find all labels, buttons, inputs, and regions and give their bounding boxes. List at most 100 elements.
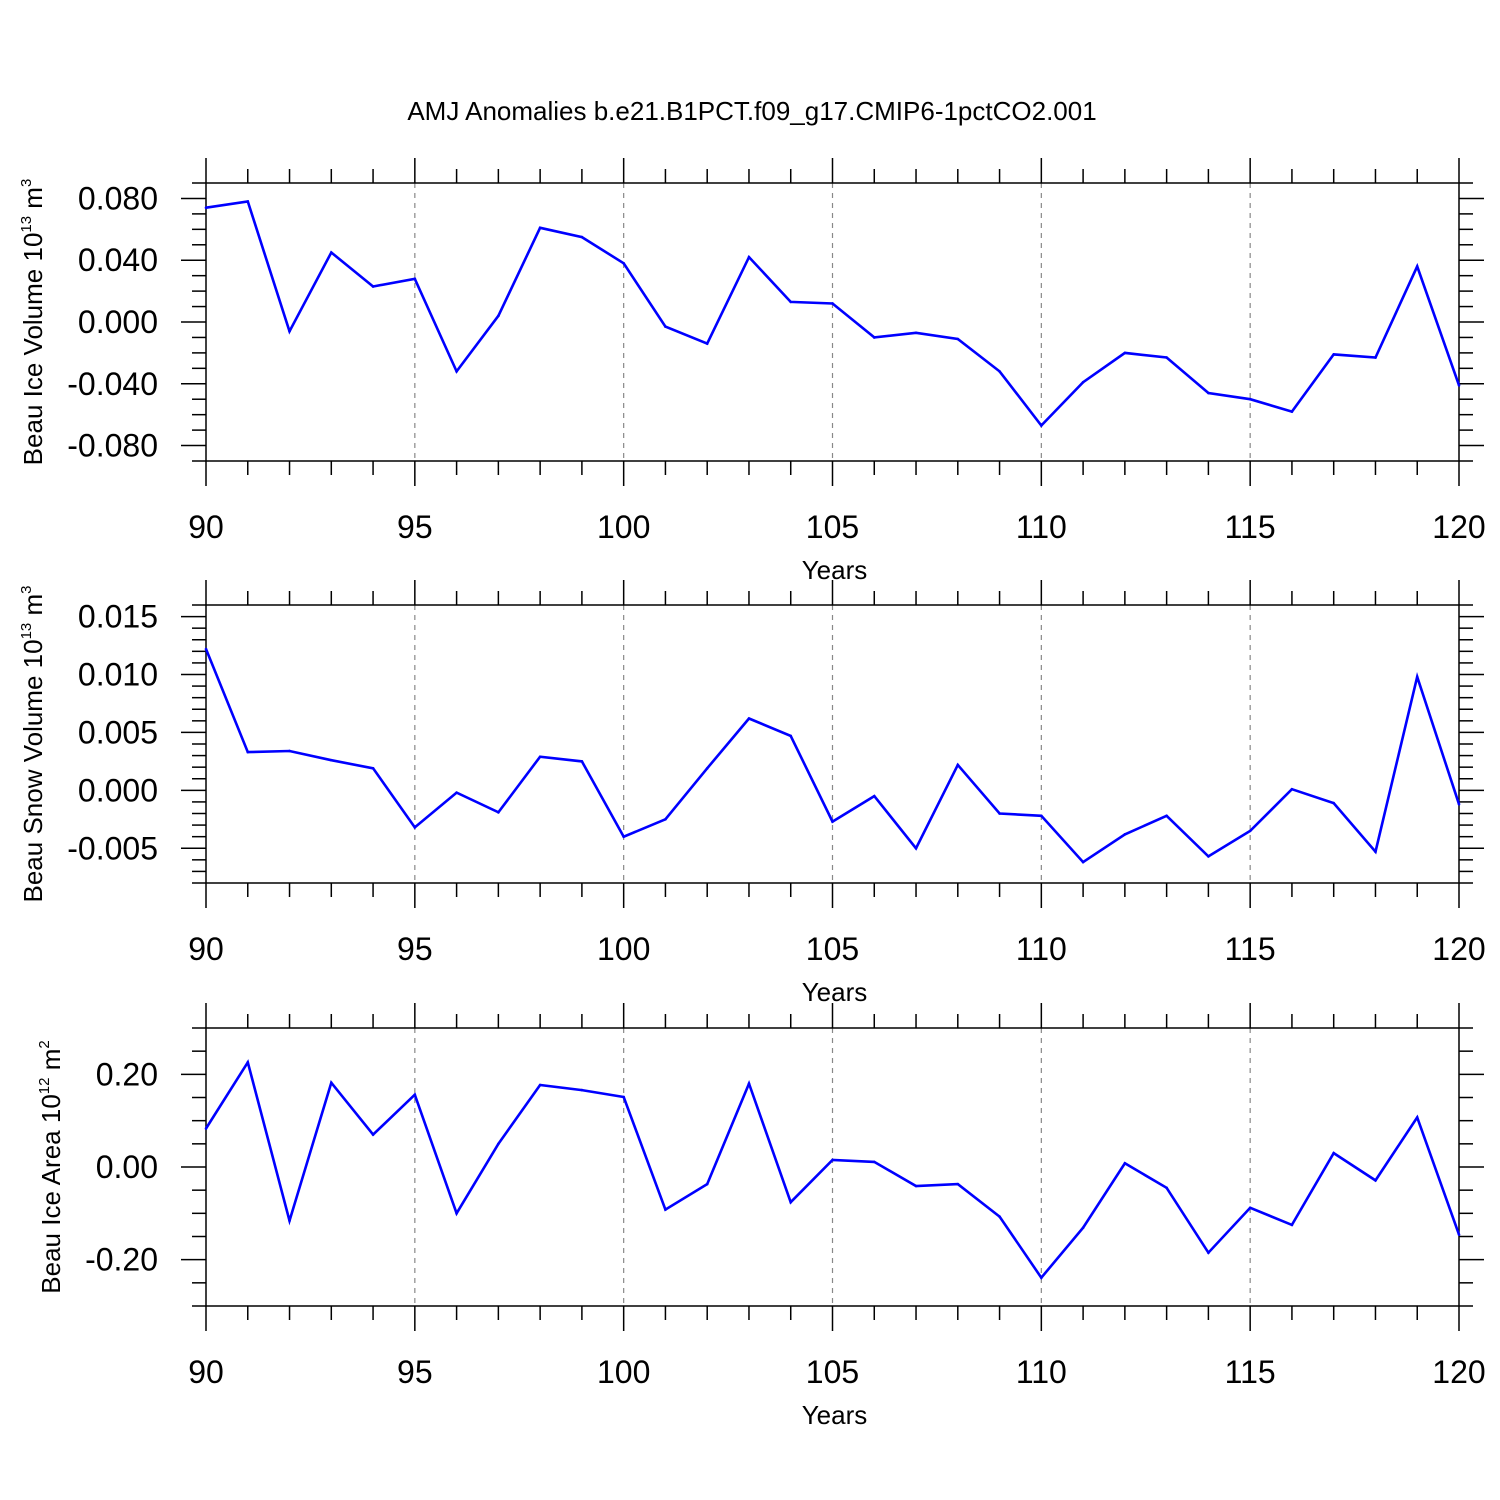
data-point <box>413 277 417 281</box>
data-point <box>622 835 625 838</box>
data-point <box>204 206 208 210</box>
data-point <box>1415 1116 1419 1119</box>
data-point <box>1165 356 1168 359</box>
data-point <box>1248 397 1252 401</box>
x-tick-label: 110 <box>1016 509 1067 545</box>
x-tick-label: 95 <box>397 509 433 545</box>
data-point <box>371 285 375 288</box>
y-axis-label: Beau Ice Area 1012 m2 <box>36 1040 66 1293</box>
data-point <box>914 331 918 335</box>
y-axis-label-text: m <box>18 187 48 216</box>
chart-panel-3: 0.20 0.00 -0.20 90 95 100 105 110 115 120 Years Bea… <box>36 1003 1486 1430</box>
data-point <box>664 325 667 328</box>
data-point <box>330 251 333 254</box>
data-point <box>831 820 834 823</box>
x-tick-label: 120 <box>1432 509 1485 545</box>
data-point <box>580 235 584 239</box>
data-point <box>1290 410 1294 413</box>
data-point <box>288 1219 291 1223</box>
data-point <box>497 1142 500 1146</box>
data-point <box>1415 265 1419 268</box>
data-point <box>1081 860 1085 864</box>
data-point <box>330 758 333 762</box>
data-point <box>371 1133 375 1136</box>
data-point <box>371 767 375 770</box>
data-point <box>204 1127 208 1130</box>
y-tick-label: 0.000 <box>78 772 158 808</box>
x-tick-label: 90 <box>188 931 224 967</box>
data-point <box>1207 391 1210 395</box>
chart-title: AMJ Anomalies b.e21.B1PCT.f09_g17.CMIP6-… <box>407 96 1096 126</box>
data-point <box>872 336 876 339</box>
y-axis-label-superscript: 12 <box>36 1078 53 1095</box>
y-tick-label: 0.000 <box>78 304 158 340</box>
x-tick-label: 95 <box>397 1354 433 1390</box>
data-point <box>1332 801 1335 805</box>
data-point <box>580 1088 584 1092</box>
data-point <box>1040 424 1043 427</box>
data-point <box>705 1182 709 1186</box>
data-point <box>1457 1233 1461 1236</box>
x-tick-label: 105 <box>806 931 859 967</box>
x-tick-label: 115 <box>1225 931 1276 967</box>
data-point <box>330 1081 333 1084</box>
x-axis-label: Years <box>802 555 868 585</box>
y-axis-label-superscript: 3 <box>18 179 35 187</box>
y-tick-label: 0.20 <box>96 1056 158 1092</box>
y-tick-label: 0.040 <box>78 242 158 278</box>
x-tick-label: 90 <box>188 1354 224 1390</box>
x-axis-label: Years <box>802 1400 868 1430</box>
data-point <box>1040 1276 1043 1280</box>
x-tick-label: 100 <box>597 1354 650 1390</box>
y-tick-label: -0.20 <box>85 1242 158 1278</box>
y-axis-label: Beau Snow Volume 1013 m3 <box>18 586 48 903</box>
y-axis-label-text: m <box>18 594 48 623</box>
data-point <box>705 342 709 345</box>
data-point <box>246 750 250 754</box>
y-axis-label-text: Beau Ice Volume 10 <box>18 233 48 466</box>
y-axis-label-superscript: 13 <box>18 623 35 640</box>
data-point <box>497 811 500 814</box>
data-point <box>956 1182 960 1186</box>
data-point <box>538 1083 542 1087</box>
data-point <box>413 1093 417 1097</box>
data-point <box>1332 1151 1335 1155</box>
data-point <box>1207 855 1210 858</box>
data-point <box>1207 1251 1210 1255</box>
plot-frame <box>205 182 1460 462</box>
data-point <box>288 329 291 333</box>
y-tick-label: -0.040 <box>67 366 158 402</box>
data-point <box>998 812 1001 815</box>
data-point <box>1040 814 1043 818</box>
data-point <box>1081 1226 1085 1229</box>
data-point <box>664 1208 667 1211</box>
data-point <box>1123 1161 1127 1165</box>
data-point <box>1248 1206 1252 1210</box>
x-tick-label: 100 <box>597 509 650 545</box>
y-tick-label: 0.080 <box>78 180 158 216</box>
plot-frame <box>205 604 1460 884</box>
data-point <box>1457 384 1461 387</box>
y-tick-label: -0.005 <box>67 830 158 866</box>
x-tick-label: 120 <box>1432 931 1485 967</box>
data-point <box>956 763 960 767</box>
data-point <box>1123 351 1127 355</box>
y-tick-label: 0.015 <box>78 599 158 635</box>
data-point <box>1374 356 1377 359</box>
x-tick-label: 110 <box>1016 931 1067 967</box>
x-tick-label: 100 <box>597 931 650 967</box>
data-point <box>455 1212 458 1215</box>
data-point <box>831 1158 834 1162</box>
data-point <box>914 846 918 850</box>
y-axis-label-text: Beau Ice Area 10 <box>36 1094 66 1293</box>
data-point <box>789 300 793 304</box>
data-point <box>1165 814 1168 818</box>
data-point <box>1248 829 1252 833</box>
data-point <box>538 755 542 759</box>
y-tick-label: 0.00 <box>96 1149 158 1185</box>
data-point <box>1290 787 1294 791</box>
data-point <box>705 767 709 770</box>
data-point <box>831 302 834 305</box>
data-point <box>538 226 542 230</box>
